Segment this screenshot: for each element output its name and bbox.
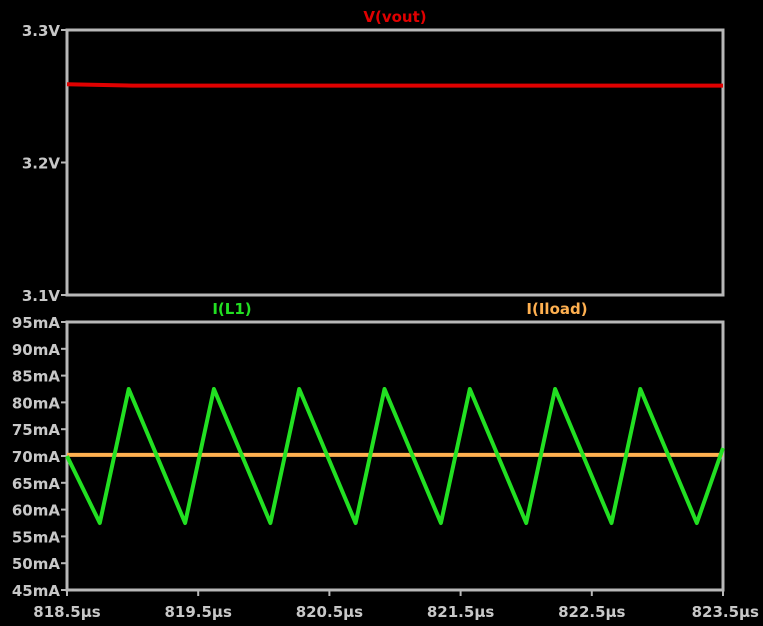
x-tick-label: 818.5µs: [33, 603, 100, 621]
x-tick-label: 820.5µs: [296, 603, 363, 621]
bottom-y-tick-label: 45mA: [12, 582, 61, 600]
top-y-tick-label: 3.1V: [22, 287, 61, 305]
bottom-y-axis: 95mA 90mA 85mA 80mA 75mA 70mA 65mA 60mA 55mA 50mA…: [12, 314, 67, 600]
top-y-tick-label: 3.2V: [22, 155, 61, 173]
bottom-y-tick-label: 65mA: [12, 475, 61, 493]
bottom-y-tick-label: 90mA: [12, 341, 61, 359]
bottom-y-tick-label: 80mA: [12, 394, 61, 412]
top-series-group: [66, 82, 723, 88]
bottom-y-tick-label: 70mA: [12, 448, 61, 466]
top-y-tick-label: 3.3V: [22, 22, 61, 40]
bottom-pane: I(L1) I(Iload) 95mA 90mA 85mA 80mA 75mA 70mA 6…: [12, 300, 759, 621]
series-label-il1: I(L1): [212, 300, 251, 318]
bottom-series-group: [65, 387, 725, 525]
top-plot-frame: [65, 28, 725, 297]
series-label-iload: I(Iload): [526, 300, 587, 318]
top-y-axis: 3.3V 3.2V 3.1V: [22, 22, 67, 305]
top-pane: V(vout) 3.3V 3.2V 3.1V: [22, 8, 725, 305]
bottom-y-tick-label: 60mA: [12, 502, 61, 520]
x-axis: 818.5µs 819.5µs 820.5µs 821.5µs 822.5µs 823.5…: [33, 590, 759, 621]
x-tick-label: 823.5µs: [692, 603, 759, 621]
series-label-vout: V(vout): [363, 8, 426, 26]
bottom-y-tick-label: 95mA: [12, 314, 61, 332]
x-tick-label: 821.5µs: [427, 603, 494, 621]
series-line-vout: [66, 82, 723, 88]
x-tick-label: 819.5µs: [164, 603, 231, 621]
bottom-y-tick-label: 75mA: [12, 421, 61, 439]
bottom-y-tick-label: 55mA: [12, 528, 61, 546]
x-tick-label: 822.5µs: [558, 603, 625, 621]
bottom-y-tick-label: 50mA: [12, 555, 61, 573]
bottom-y-tick-label: 85mA: [12, 368, 61, 386]
series-line-il1: [65, 387, 725, 525]
